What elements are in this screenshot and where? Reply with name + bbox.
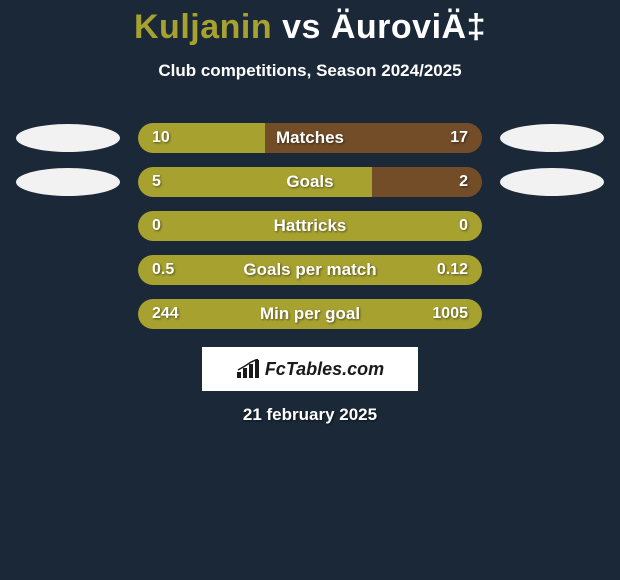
stat-label: Hattricks <box>274 216 347 236</box>
stat-label: Min per goal <box>260 304 360 324</box>
stat-label: Goals per match <box>243 260 376 280</box>
stat-row: 0 Hattricks 0 <box>0 211 620 241</box>
stat-value-left: 0 <box>152 217 161 235</box>
chart-icon <box>236 359 260 379</box>
stat-value-left: 5 <box>152 173 161 191</box>
stat-bar: 0.5 Goals per match 0.12 <box>138 255 482 285</box>
player1-badge <box>16 124 120 152</box>
stat-value-right: 0 <box>459 217 468 235</box>
stat-bar: 0 Hattricks 0 <box>138 211 482 241</box>
stat-row: 5 Goals 2 <box>0 167 620 197</box>
title-vs: vs <box>282 8 321 46</box>
stat-value-right: 17 <box>450 129 468 147</box>
logo-box: FcTables.com <box>202 347 418 391</box>
stat-value-left: 0.5 <box>152 261 174 279</box>
player1-name: Kuljanin <box>134 8 272 46</box>
player2-name: ÄuroviÄ‡ <box>331 8 486 46</box>
stat-row: 244 Min per goal 1005 <box>0 299 620 329</box>
player2-badge <box>500 168 604 196</box>
subtitle: Club competitions, Season 2024/2025 <box>0 61 620 81</box>
date-text: 21 february 2025 <box>0 405 620 425</box>
stat-value-right: 2 <box>459 173 468 191</box>
stat-value-right: 0.12 <box>437 261 468 279</box>
stat-bar: 10 Matches 17 <box>138 123 482 153</box>
stat-value-right: 1005 <box>432 305 468 323</box>
stat-bar: 5 Goals 2 <box>138 167 482 197</box>
logo-text: FcTables.com <box>265 359 384 380</box>
stat-rows: 10 Matches 17 5 Goals 2 0 Hattricks 0 0.5 Goals pe… <box>0 123 620 329</box>
stat-value-left: 244 <box>152 305 179 323</box>
stat-row: 0.5 Goals per match 0.12 <box>0 255 620 285</box>
stat-label: Goals <box>286 172 333 192</box>
player2-badge <box>500 124 604 152</box>
player1-badge <box>16 168 120 196</box>
comparison-infographic: Kuljanin vs ÄuroviÄ‡ Club competitions, … <box>0 0 620 425</box>
bar-fill-left <box>138 167 372 197</box>
stat-bar: 244 Min per goal 1005 <box>138 299 482 329</box>
stat-row: 10 Matches 17 <box>0 123 620 153</box>
stat-value-left: 10 <box>152 129 170 147</box>
stat-label: Matches <box>276 128 344 148</box>
page-title: Kuljanin vs ÄuroviÄ‡ <box>0 8 620 47</box>
